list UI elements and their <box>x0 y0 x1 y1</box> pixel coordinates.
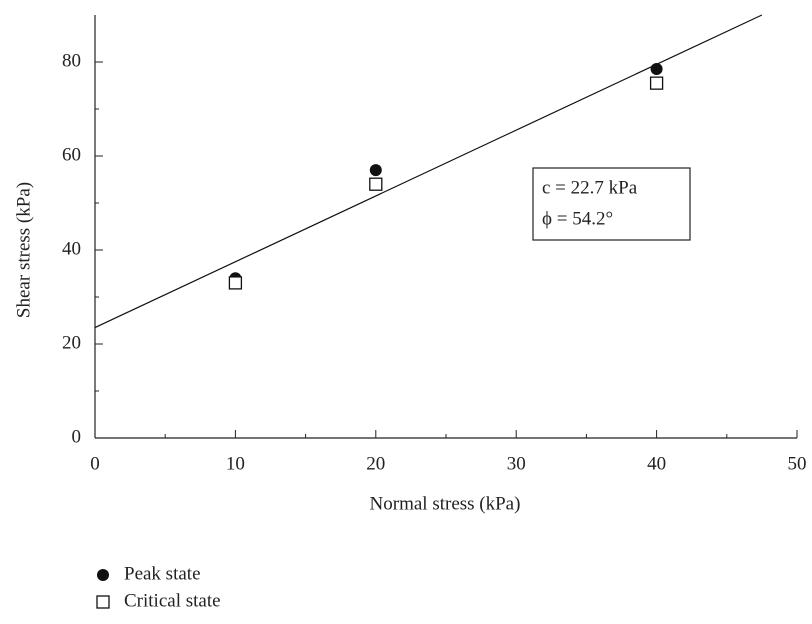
legend-label: Critical state <box>124 590 221 611</box>
x-axis-title: Normal stress (kPa) <box>370 493 521 514</box>
y-tick-label: 60 <box>62 144 81 165</box>
y-tick-label: 0 <box>72 426 82 447</box>
y-axis-title: Shear stress (kPa) <box>13 182 34 318</box>
point <box>369 164 382 177</box>
x-tick-label: 10 <box>226 453 245 474</box>
x-tick-label: 0 <box>90 453 100 474</box>
annotation-text: c = 22.7 kPa <box>542 177 638 198</box>
fit-line <box>94 14 763 329</box>
x-tick-label: 50 <box>788 453 807 474</box>
point <box>228 276 243 290</box>
point <box>649 76 664 90</box>
y-tick-label: 40 <box>62 238 81 259</box>
x-tick-label: 30 <box>507 453 526 474</box>
annotation-box <box>532 167 691 241</box>
y-tick-label: 80 <box>62 50 81 71</box>
legend-marker <box>97 569 109 581</box>
x-tick-label: 20 <box>366 453 385 474</box>
annotation-text: ϕ = 54.2° <box>542 208 613 229</box>
point <box>650 63 663 76</box>
y-tick-label: 20 <box>62 332 81 353</box>
x-tick-label: 40 <box>647 453 666 474</box>
point <box>369 177 383 191</box>
legend-label: Peak state <box>124 563 201 584</box>
legend-marker <box>96 595 110 609</box>
